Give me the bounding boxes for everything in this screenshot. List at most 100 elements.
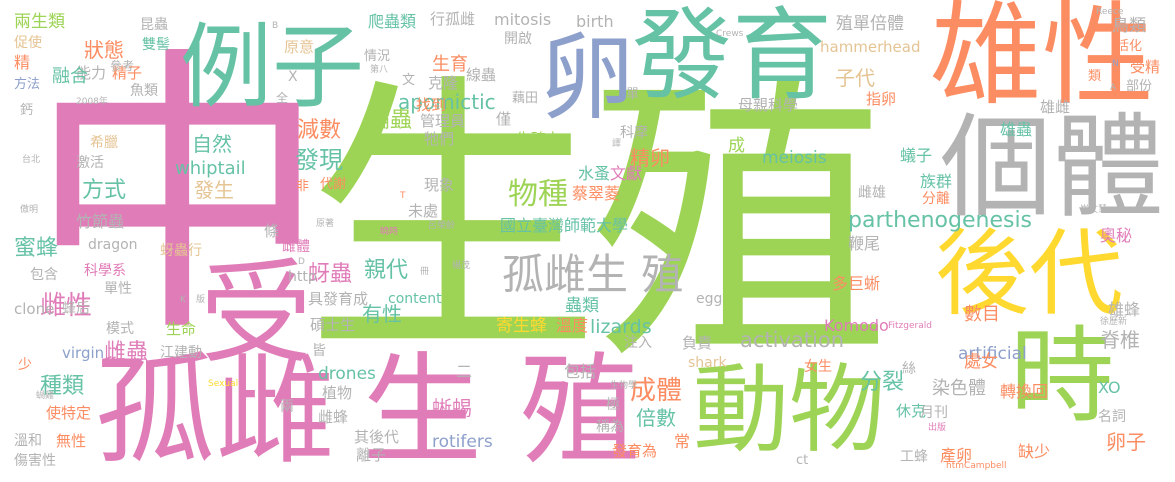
word: 孤雌生 殖 (502, 254, 683, 296)
word: 鞭尾 (848, 236, 880, 252)
word: 兩 (280, 400, 294, 414)
word: 行孤雌 (430, 12, 475, 27)
word: apomictic (398, 92, 496, 112)
word: 有性 (362, 304, 402, 324)
word: T (400, 192, 406, 201)
word: K (180, 296, 186, 305)
word: 雌蟲 (104, 342, 148, 364)
word: 母親科學 (738, 98, 798, 113)
word: XO (1098, 380, 1121, 396)
word: 科學系 (84, 264, 126, 278)
word: 情況 (364, 50, 390, 63)
word: 參考 (110, 60, 134, 72)
word: 奧秘 (1100, 228, 1132, 244)
word: 鳥類 (1112, 18, 1146, 35)
word: 第八 (370, 66, 388, 75)
word: 具發育成 (308, 292, 368, 307)
word: Sexual (208, 380, 238, 389)
word: D (298, 258, 305, 267)
word: 原意 (284, 40, 314, 55)
word: 未處 (408, 204, 438, 219)
word: 爬蟲類 (368, 14, 416, 30)
word: 代謝 (320, 178, 346, 191)
word: 方法 (14, 78, 40, 91)
word: 現象 (424, 178, 454, 193)
word: 族群 (920, 174, 952, 190)
word: 單 (626, 88, 639, 101)
word: 蜂后 (62, 302, 90, 316)
word: 兩生類 (14, 14, 65, 31)
word: 生殖力 (516, 132, 561, 147)
word: 呂榮齡 (428, 222, 455, 231)
word: 發現 (295, 148, 343, 172)
word: http (288, 270, 317, 284)
word: 雌蜂 (318, 410, 348, 425)
word: 碩士生 (310, 318, 355, 333)
word: 開啟 (504, 32, 532, 46)
word: 溫和 (14, 434, 42, 448)
word: 皆 (312, 344, 326, 358)
word: 發生 (194, 180, 234, 200)
word: 生育 (432, 56, 468, 74)
word: 全 (276, 92, 288, 104)
word: 線蟲 (466, 68, 496, 83)
word: 轉換回 (1000, 384, 1048, 400)
word: 二 (456, 364, 472, 380)
word: 稱為 (596, 420, 624, 434)
word: 成體 (630, 378, 682, 404)
word: rotifers (432, 434, 493, 451)
word: 絲 (902, 362, 916, 376)
word: 雄雌 (1040, 100, 1070, 115)
word: 蚜蟲行 (160, 244, 202, 258)
word: 昆蟲 (140, 18, 168, 32)
word: 激活 (76, 156, 104, 170)
word: 指卵 (866, 92, 896, 107)
word: 類 (1088, 70, 1101, 83)
word: 科摩 (620, 126, 648, 140)
word: 卵子 (1106, 432, 1146, 452)
word: 崔文慧 (1080, 206, 1107, 215)
word: 無性 (56, 434, 86, 449)
word: 雌體 (282, 240, 310, 254)
word: 國立臺灣師範大學 (500, 218, 628, 234)
word: 文獻 (610, 166, 642, 182)
word: 非 (296, 180, 309, 193)
word: 蜥蜴 (432, 398, 472, 418)
word: 動物 (693, 362, 885, 458)
word: Fitzgerald (888, 322, 932, 331)
word: 水蚤 (578, 166, 610, 182)
word: 發育 (632, 6, 832, 106)
word: 楊茂 (452, 262, 470, 271)
word: shark (688, 356, 727, 370)
word: 部份 (1126, 80, 1152, 93)
word: mitosis (494, 12, 551, 28)
word: 多巨蜥 (832, 276, 880, 292)
word: 負責 (682, 336, 712, 351)
word: 冊 (420, 268, 429, 277)
word: 原著 (316, 220, 334, 229)
word: 藕田 (512, 92, 538, 105)
word: 物種 (508, 180, 568, 210)
word: 生命 (166, 322, 196, 337)
word: 譯 (612, 140, 621, 149)
word: 牠們 (424, 132, 454, 147)
word: dragon (88, 238, 138, 252)
word: 染色體 (932, 380, 986, 398)
word: 生物學 (610, 382, 637, 391)
word: clone (14, 302, 54, 317)
word: 缺少 (1018, 444, 1050, 460)
word: 分裂 (860, 372, 904, 394)
word: 包括 (564, 364, 596, 380)
word: B (272, 22, 278, 31)
word: virgin (62, 346, 104, 361)
word: 寄生蜂 (496, 318, 547, 335)
word: 自然 (192, 134, 232, 154)
word: 蔡翠菱 (572, 186, 620, 202)
word: 文 (402, 74, 415, 87)
word: 子代 (835, 68, 875, 88)
word: 卵 (540, 32, 634, 126)
word: 親代 (364, 260, 408, 282)
word: 魚類 (130, 84, 158, 98)
word: 2008年 (76, 98, 108, 107)
